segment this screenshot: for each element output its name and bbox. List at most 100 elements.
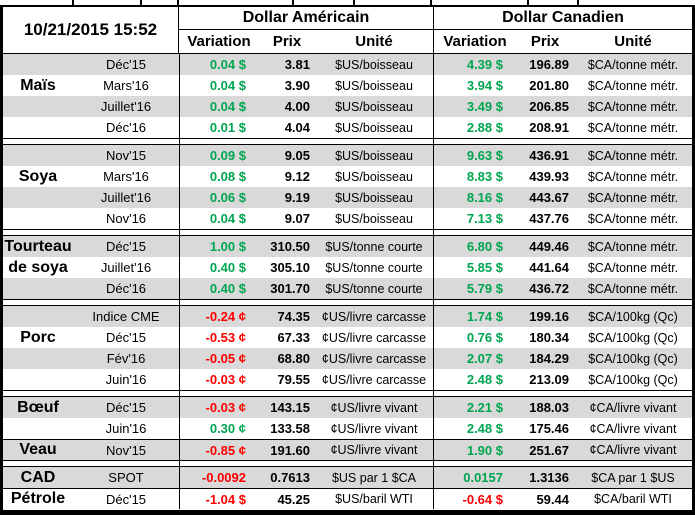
us-price: 9.05 <box>284 148 310 163</box>
us-price: 9.19 <box>284 190 310 205</box>
ca-variation: 2.48 $ <box>433 418 516 439</box>
section-spacer <box>3 299 692 306</box>
contract-month: Nov'15 <box>105 148 147 163</box>
ca-unit: ¢CA/livre vivant <box>589 400 677 415</box>
us-unit: $US/boisseau <box>335 148 413 163</box>
us-unit: ¢US/livre carcasse <box>321 351 427 366</box>
ca-variation: 6.80 $ <box>433 236 516 257</box>
us-unit: $US/tonne courte <box>325 260 423 275</box>
ca-variation: 7.13 $ <box>433 208 516 229</box>
table-row: Déc'16 0.01 $ 4.04 $US/boisseau 2.88 $ 208.91… <box>3 117 692 138</box>
us-unit: ¢US/livre vivant <box>330 443 418 457</box>
us-price: 4.04 <box>284 120 310 135</box>
ca-price: 443.67 <box>529 190 569 205</box>
table-row: Juillet'16 0.06 $ 9.19 $US/boisseau 8.16 $ 44… <box>3 187 692 208</box>
us-price: 143.15 <box>270 400 310 415</box>
ca-variation: 2.88 $ <box>433 117 516 138</box>
contract-month: Juillet'16 <box>100 99 152 114</box>
ca-price: 208.91 <box>529 120 569 135</box>
ca-price: 436.91 <box>529 148 569 163</box>
ca-price: 199.16 <box>529 309 569 324</box>
ca-unit: $CA/tonne métr. <box>587 211 679 226</box>
us-price: 310.50 <box>270 239 310 254</box>
ca-variation-column-header: Variation <box>433 30 516 53</box>
us-unit: ¢US/livre carcasse <box>321 372 427 387</box>
ca-price: 213.09 <box>529 372 569 387</box>
us-variation: 0.04 $ <box>179 54 259 75</box>
commodity-label <box>3 418 73 439</box>
us-variation: -0.03 ¢ <box>179 397 259 418</box>
contract-month: Juillet'16 <box>100 190 152 205</box>
ca-price: 196.89 <box>529 57 569 72</box>
us-unit: $US/boisseau <box>335 169 413 184</box>
contract-month: Mars'16 <box>103 169 149 184</box>
timestamp: 10/21/2015 15:52 <box>3 7 179 53</box>
table-body: Déc'15 0.04 $ 3.81 $US/boisseau 4.39 $ 196.89… <box>3 54 692 510</box>
contract-month: SPOT <box>108 470 144 485</box>
ca-variation: 1.74 $ <box>433 306 516 327</box>
us-variation: 0.04 $ <box>179 75 259 96</box>
us-price: 45.25 <box>277 491 310 507</box>
ca-unit: $CA/baril WTI <box>594 492 672 506</box>
us-variation: 0.06 $ <box>179 187 259 208</box>
section-spacer <box>3 138 692 145</box>
ca-unit: $CA par 1 $US <box>591 470 675 485</box>
ca-unit: $CA/tonne métr. <box>587 239 679 254</box>
ca-price: 59.44 <box>536 491 569 507</box>
ca-price: 449.46 <box>529 239 569 254</box>
ca-unit: $CA/100kg (Qc) <box>588 309 678 324</box>
ca-price: 1.3136 <box>529 470 569 485</box>
us-price: 68.80 <box>277 351 310 366</box>
us-price: 67.33 <box>277 330 310 345</box>
table-row: Nov'16 0.04 $ 9.07 $US/boisseau 7.13 $ 437.76… <box>3 208 692 229</box>
commodity-label <box>3 306 73 327</box>
ca-variation: 5.85 $ <box>433 257 516 278</box>
contract-month: Nov'16 <box>105 211 147 226</box>
table-row: Bœuf Déc'15 -0.03 ¢ 143.15 ¢US/livre vivant 2… <box>3 397 692 418</box>
commodity-label <box>3 208 73 229</box>
ca-unit: ¢CA/livre vivant <box>589 421 677 436</box>
contract-month: Déc'15 <box>105 239 147 254</box>
table-row: Nov'15 0.09 $ 9.05 $US/boisseau 9.63 $ 436.91… <box>3 145 692 166</box>
ca-variation: 3.49 $ <box>433 96 516 117</box>
contract-month: Déc'15 <box>105 330 147 345</box>
contract-month: Déc'15 <box>105 491 147 507</box>
table-row: Veau Nov'15 -0.85 ¢ 191.60 ¢US/livre vivant 1… <box>3 439 692 460</box>
us-price-column-header: Prix <box>272 33 302 50</box>
commodity-label <box>3 187 73 208</box>
ca-price-column-header: Prix <box>530 33 560 50</box>
commodity-label <box>3 117 73 138</box>
commodity-label: de soya <box>8 258 68 276</box>
us-variation: 1.00 $ <box>179 236 259 257</box>
ca-price: 188.03 <box>529 400 569 415</box>
table-row: Fév'16 -0.05 ¢ 68.80 ¢US/livre carcasse 2.07… <box>3 348 692 369</box>
us-variation: -0.0092 <box>179 467 259 488</box>
commodity-label: Veau <box>19 441 57 458</box>
us-unit: ¢US/livre carcasse <box>321 309 427 324</box>
commodity-label <box>3 96 73 117</box>
ca-variation: 2.21 $ <box>433 397 516 418</box>
us-variation-column-header: Variation <box>187 33 251 50</box>
us-unit: $US/boisseau <box>335 190 413 205</box>
table-row: Juillet'16 0.04 $ 4.00 $US/boisseau 3.49 $ 20… <box>3 96 692 117</box>
commodity-label: Porc <box>20 328 56 346</box>
us-variation: -0.53 ¢ <box>179 327 259 348</box>
ca-price: 206.85 <box>529 99 569 114</box>
us-price: 4.00 <box>284 99 310 114</box>
us-price: 3.81 <box>284 57 310 72</box>
ca-dollar-section-title: Dollar Canadien <box>433 7 692 29</box>
section-spacer <box>3 390 692 397</box>
ca-unit: $CA/100kg (Qc) <box>588 330 678 345</box>
us-unit: $US/boisseau <box>335 57 413 72</box>
us-variation: 0.01 $ <box>179 117 259 138</box>
top-cell-ticks <box>0 0 695 5</box>
contract-month: Fév'16 <box>106 351 146 366</box>
ca-price: 436.72 <box>529 281 569 296</box>
ca-price: 441.64 <box>529 260 569 275</box>
ca-unit: $CA/tonne métr. <box>587 281 679 296</box>
ca-price: 180.34 <box>529 330 569 345</box>
table-row: Déc'15 0.04 $ 3.81 $US/boisseau 4.39 $ 196.89… <box>3 54 692 75</box>
ca-unit: $CA/tonne métr. <box>587 190 679 205</box>
ca-variation: -0.64 $ <box>433 489 516 509</box>
